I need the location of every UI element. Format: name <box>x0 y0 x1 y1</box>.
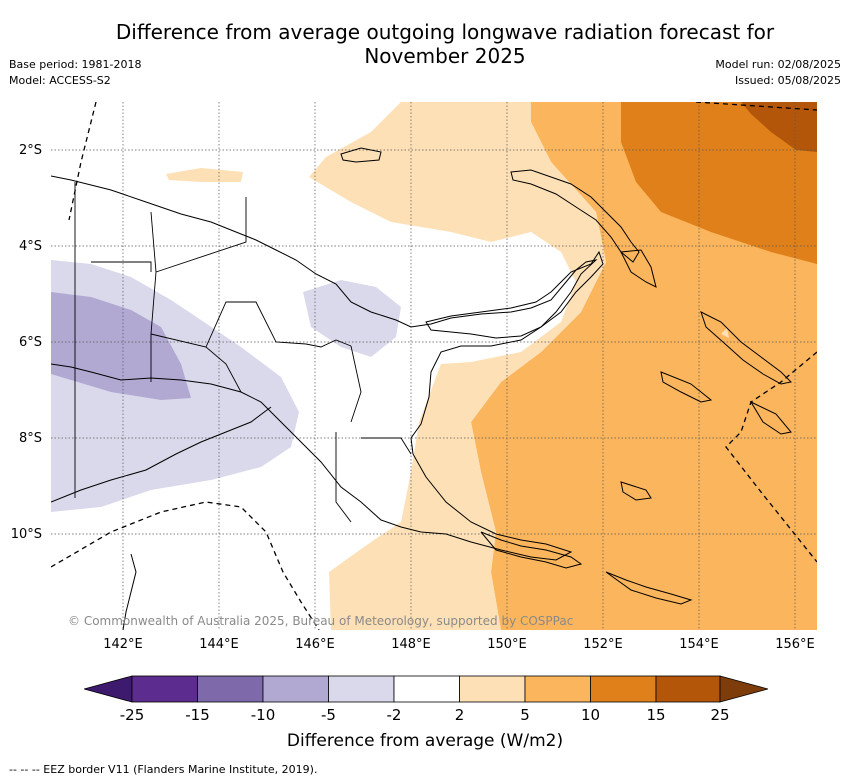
new-guinea-south-coast <box>51 406 272 503</box>
colorbar-tick-2: -15 <box>185 706 210 724</box>
colorbar-tick-1: -25 <box>119 706 145 724</box>
colorbar-cell-6 <box>459 675 526 703</box>
meta-left: Base period: 1981-2018 Model: ACCESS-S2 <box>9 57 141 89</box>
lon-label-148e: 148°E <box>391 637 431 652</box>
colorbar-tick-6: 2 <box>454 706 465 724</box>
anomaly-region-15-25 <box>741 102 817 152</box>
map-title: Difference from average outgoing longwav… <box>95 20 795 68</box>
province-border-9 <box>91 261 152 272</box>
lat-label-6s: 6°S <box>18 335 42 350</box>
anomaly-region-2-5-small <box>166 168 243 182</box>
colorbar-cell-5 <box>393 675 460 703</box>
lat-label-2s: 2°S <box>18 143 42 158</box>
solomon-islands-2 <box>660 371 713 403</box>
colorbar-cell-1 <box>131 675 198 703</box>
lat-label-4s: 4°S <box>18 239 42 254</box>
new-britain <box>425 250 604 339</box>
anomaly-region-2-5-dot <box>721 328 729 338</box>
lat-label-8s: 8°S <box>18 431 42 446</box>
copyright-notice: © Commonwealth of Australia 2025, Bureau… <box>68 614 574 628</box>
colorbar-extend-low <box>84 675 133 703</box>
anomaly-map <box>51 102 817 630</box>
lon-label-154e: 154°E <box>679 637 719 652</box>
eez-borders <box>51 102 817 630</box>
colorbar-tick-8: 10 <box>580 706 601 724</box>
title-line-2: November 2025 <box>364 44 526 68</box>
australia-cape-york <box>122 553 137 630</box>
colorbar-cell-2 <box>197 675 264 703</box>
colorbar-tick-4: -5 <box>321 706 336 724</box>
issued-text: Issued: 05/08/2025 <box>734 74 841 87</box>
meta-right: Model run: 02/08/2025 Issued: 05/08/2025 <box>715 57 841 89</box>
province-border-6 <box>350 345 362 423</box>
anomaly-region-10-15 <box>621 102 817 264</box>
lon-label-144e: 144°E <box>199 637 239 652</box>
lat-label-10s: 10°S <box>10 527 42 542</box>
colorbar-tick-7: 5 <box>520 706 530 724</box>
colorbar-tick-5: -2 <box>386 706 402 724</box>
base-period-text: Base period: 1981-2018 <box>9 58 142 71</box>
anomaly-region-minus10-minus5 <box>51 292 191 400</box>
solomon-islands-1 <box>700 311 793 385</box>
anomaly-region-minus5-minus2-b <box>303 280 401 357</box>
colorbar-tick-3: -10 <box>250 706 276 724</box>
province-border-5 <box>305 339 352 348</box>
lon-label-146e: 146°E <box>295 637 335 652</box>
new-guinea-coast <box>51 175 598 561</box>
anomaly-region-2-5 <box>309 102 606 630</box>
province-border-1 <box>150 211 157 382</box>
colorbar-cell-8 <box>590 675 657 703</box>
colorbar-cell-7 <box>524 675 591 703</box>
province-border-4 <box>205 301 307 348</box>
title-line-1: Difference from average outgoing longwav… <box>115 20 775 44</box>
colorbar-cell-4 <box>328 675 395 703</box>
solomon-islands-3 <box>749 400 792 435</box>
islands-southeast <box>605 571 693 605</box>
coastlines <box>51 147 793 630</box>
lon-label-142e: 142°E <box>103 637 143 652</box>
lon-label-156e: 156°E <box>775 637 815 652</box>
colorbar-cell-9 <box>655 675 721 703</box>
new-ireland <box>510 169 640 263</box>
islands-east-tip <box>480 531 583 569</box>
colorbar-tick-9: 15 <box>646 706 666 724</box>
bougainville <box>620 249 657 288</box>
model-run-text: Model run: 02/08/2025 <box>715 58 841 71</box>
colorbar-tick-10: 25 <box>710 706 730 724</box>
province-border-7 <box>335 432 352 523</box>
colorbar-cell-3 <box>262 675 329 703</box>
province-border-8 <box>361 437 412 455</box>
solomon-islands-4 <box>620 481 652 501</box>
colorbar <box>84 675 768 703</box>
province-border-2 <box>155 197 247 273</box>
lon-label-152e: 152°E <box>583 637 623 652</box>
colorbar-extend-high <box>719 675 768 703</box>
colorbar-label: Difference from average (W/m2) <box>286 731 564 751</box>
province-border-3 <box>150 333 242 393</box>
model-text: Model: ACCESS-S2 <box>9 74 111 87</box>
lon-label-150e: 150°E <box>487 637 527 652</box>
political-borders <box>74 182 412 523</box>
graticule <box>51 102 817 630</box>
eez-border-note: -- -- -- EEZ border V11 (Flanders Marine… <box>9 763 318 776</box>
manus-island <box>340 147 382 163</box>
